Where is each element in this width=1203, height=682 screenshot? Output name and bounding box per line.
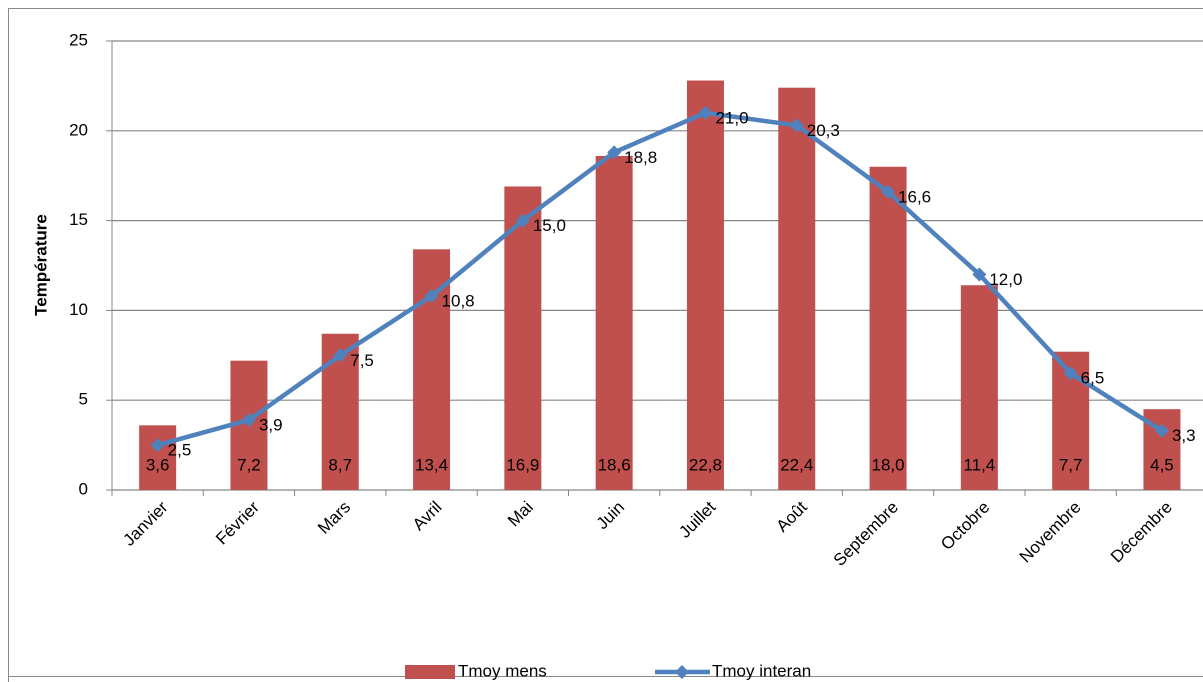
data-label: 10,8 [442, 292, 475, 311]
point [607, 145, 622, 160]
data-label: 2,5 [168, 441, 192, 460]
data-label: 16,9 [506, 455, 539, 474]
data-label: 3,6 [146, 455, 170, 474]
legend-item: Tmoy mens [405, 661, 547, 680]
x-tick-label: Novembre [1016, 498, 1085, 567]
point [515, 213, 530, 228]
x-tick-label: Avril [409, 498, 446, 535]
line [157, 110, 1164, 448]
bar [778, 87, 816, 491]
data-label: 18,0 [872, 455, 905, 474]
data-label: 3,9 [259, 415, 283, 434]
data-label: 7,2 [237, 455, 261, 474]
point [241, 412, 256, 427]
point [789, 118, 804, 133]
data-label: 11,4 [963, 455, 995, 474]
legend-swatch [675, 665, 689, 679]
point [698, 105, 713, 120]
y-tick-label: 15 [69, 210, 88, 229]
point [1154, 423, 1169, 438]
data-label: 18,8 [624, 148, 657, 167]
data-label: 12,0 [989, 270, 1022, 289]
y-tick-label: 25 [69, 30, 88, 49]
data-label: 22,4 [780, 455, 813, 474]
y-axis-title: Température [31, 214, 50, 316]
x-tick-label: Septembre [830, 498, 902, 570]
data-label: 7,7 [1059, 455, 1083, 474]
data-label: 13,4 [415, 455, 448, 474]
point [972, 267, 987, 282]
bar [869, 166, 907, 490]
point [881, 184, 896, 199]
bar [595, 155, 633, 490]
data-label: 3,3 [1172, 426, 1196, 445]
data-label: 16,6 [898, 187, 931, 206]
data-label: 7,5 [350, 351, 374, 370]
x-tick-label: Mars [314, 498, 354, 538]
legend-swatch [405, 665, 455, 679]
bar [686, 80, 724, 491]
data-label: 20,3 [807, 121, 840, 140]
bar [139, 425, 177, 490]
x-tick-label: Août [773, 497, 811, 535]
point [1063, 366, 1078, 381]
data-label: 6,5 [1081, 369, 1105, 388]
legend-item: Tmoy interan [655, 661, 811, 680]
chart-border [8, 8, 1203, 682]
data-label: 4,5 [1150, 455, 1174, 474]
data-label: 8,7 [328, 455, 352, 474]
x-tick-label: Décembre [1107, 498, 1176, 567]
x-tick-label: Octobre [937, 498, 993, 554]
data-label: 15,0 [533, 216, 566, 235]
x-tick-label: Janvier [119, 497, 171, 549]
point [333, 348, 348, 363]
data-label: 18,6 [598, 455, 631, 474]
data-label: 22,8 [689, 455, 722, 474]
x-tick-label: Mai [504, 498, 537, 531]
x-tick-label: Février [212, 497, 263, 548]
bar [504, 186, 542, 490]
y-tick-label: 0 [79, 479, 88, 498]
legend-label: Tmoy interan [712, 661, 811, 680]
x-tick-label: Juillet [675, 497, 719, 541]
point [150, 438, 165, 453]
legend-label: Tmoy mens [458, 661, 547, 680]
bar [960, 285, 998, 490]
data-label: 21,0 [715, 108, 748, 127]
y-tick-label: 20 [69, 120, 88, 139]
y-tick-label: 10 [69, 300, 88, 319]
x-tick-label: Juin [593, 498, 628, 533]
y-tick-label: 5 [79, 390, 88, 409]
point [424, 289, 439, 304]
